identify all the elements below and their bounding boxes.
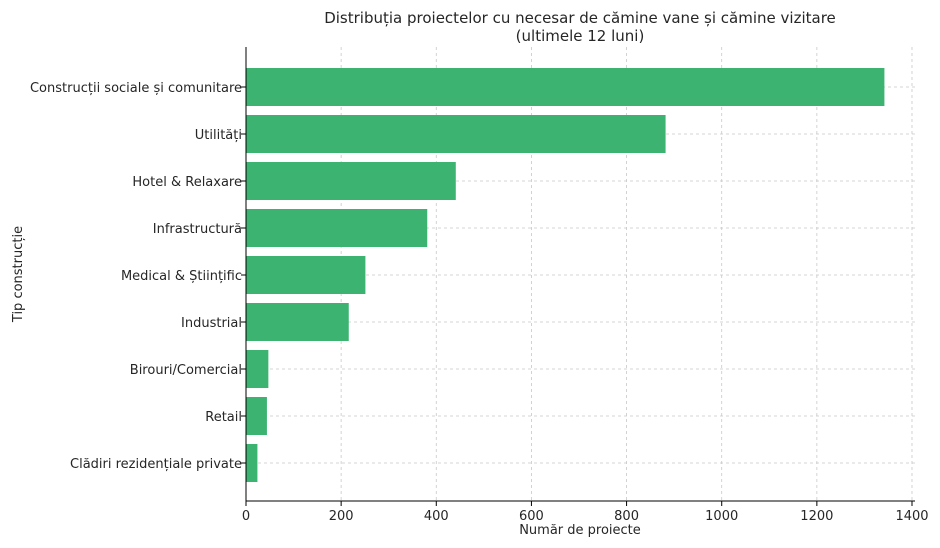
x-tick-label: 600 bbox=[519, 509, 544, 524]
y-tick-label: Construcții sociale și comunitare bbox=[30, 81, 242, 96]
y-tick-label: Hotel & Relaxare bbox=[132, 175, 242, 190]
bar bbox=[246, 68, 885, 106]
bar bbox=[246, 209, 428, 247]
x-tick-label: 0 bbox=[242, 509, 250, 524]
bar bbox=[246, 256, 366, 294]
bar bbox=[246, 162, 456, 200]
y-axis-label: Tip construcție bbox=[11, 226, 26, 323]
bar bbox=[246, 350, 269, 388]
y-tick-label: Infrastructură bbox=[153, 222, 242, 237]
axes bbox=[245, 47, 915, 502]
y-tick-label: Medical & Științific bbox=[121, 269, 242, 284]
chart-title-line-2: (ultimele 12 luni) bbox=[516, 27, 645, 45]
y-tick-label: Clădiri rezidențiale private bbox=[70, 457, 242, 472]
x-tick-label: 1000 bbox=[705, 509, 738, 524]
x-tick-label: 400 bbox=[424, 509, 449, 524]
chart-title-line-1: Distribuția proiectelor cu necesar de că… bbox=[324, 9, 836, 27]
bar bbox=[246, 444, 258, 482]
x-tick-labels: 0 200 400 600 800 1000 1200 1400 bbox=[242, 501, 929, 524]
x-axis-label: Număr de proiecte bbox=[519, 523, 641, 538]
y-tick-label: Utilități bbox=[195, 128, 242, 143]
bar bbox=[246, 115, 666, 153]
y-tick-label: Birouri/Comercial bbox=[130, 363, 242, 378]
y-tick-labels: Construcții sociale și comunitare Utilită… bbox=[30, 81, 246, 472]
y-tick-label: Industrial bbox=[181, 316, 242, 331]
x-tick-label: 1200 bbox=[800, 509, 833, 524]
bar bbox=[246, 303, 349, 341]
y-tick-label: Retail bbox=[205, 410, 242, 425]
x-tick-label: 200 bbox=[329, 509, 354, 524]
x-tick-label: 1400 bbox=[895, 509, 928, 524]
bar bbox=[246, 397, 267, 435]
x-tick-label: 800 bbox=[614, 509, 639, 524]
bars bbox=[246, 68, 885, 482]
